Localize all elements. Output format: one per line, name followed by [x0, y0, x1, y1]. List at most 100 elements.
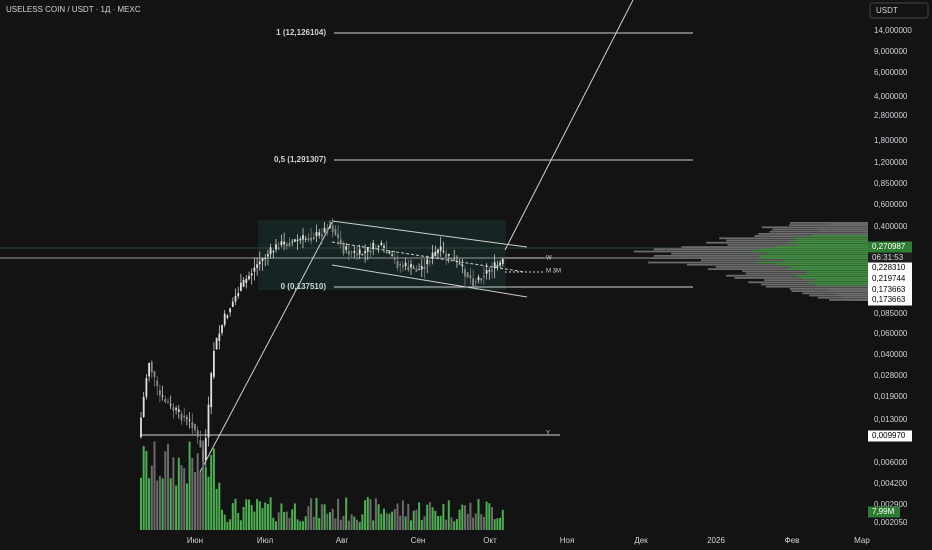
- profile-bar: [806, 272, 868, 275]
- profile-bar: [758, 261, 868, 264]
- candle-body: [483, 275, 485, 278]
- volume-bar: [401, 500, 404, 530]
- volume-bar: [388, 513, 391, 530]
- candle-body: [277, 247, 280, 250]
- profile-bar: [816, 279, 868, 281]
- volume-bar: [140, 477, 142, 530]
- profile-bar: [765, 285, 868, 288]
- price-badge: [868, 262, 912, 274]
- volume-bar: [296, 519, 299, 530]
- profile-bar: [787, 268, 868, 270]
- candle-body: [348, 250, 350, 255]
- candle-body: [415, 268, 418, 272]
- candle-body: [466, 272, 469, 278]
- candle-body: [326, 230, 329, 233]
- trend-line: [504, 0, 634, 251]
- unit-box[interactable]: [869, 2, 929, 19]
- price-badge: [868, 506, 900, 518]
- profile-bar: [760, 248, 868, 251]
- volume-bar: [469, 502, 472, 530]
- price-label: 0,085000: [874, 309, 908, 318]
- candle-body: [199, 440, 202, 448]
- volume-bar: [199, 472, 202, 530]
- volume-bar: [482, 516, 485, 530]
- volume-bar: [423, 516, 426, 530]
- price-label: 0,028000: [874, 371, 908, 380]
- channel-line: [331, 264, 528, 298]
- volume-bar: [415, 509, 418, 530]
- volume-bar: [318, 518, 321, 530]
- profile-bar: [828, 224, 868, 226]
- candle-body: [480, 278, 483, 281]
- price-badge-label: 0,270987: [872, 242, 906, 251]
- candle-body: [285, 243, 288, 247]
- candle-body: [358, 249, 361, 255]
- profile-bar: [808, 281, 868, 284]
- candle-body: [245, 278, 248, 283]
- time-label: Ноя: [560, 536, 575, 545]
- candle-body: [315, 231, 318, 237]
- volume-profile: [633, 222, 868, 301]
- volume-bar: [458, 509, 461, 530]
- candle-body: [501, 258, 504, 264]
- volume-bar: [283, 512, 286, 530]
- candle-body: [339, 239, 342, 244]
- candle-body: [318, 232, 321, 236]
- candle-body: [169, 404, 172, 406]
- volume-bar: [464, 505, 466, 530]
- time-label: Фев: [785, 536, 800, 545]
- candle-body: [488, 270, 491, 272]
- volume-bar: [266, 503, 269, 530]
- volume-bar: [501, 509, 504, 530]
- volume-bar: [180, 465, 183, 530]
- candle-body: [204, 438, 207, 461]
- volume-bar: [337, 498, 340, 530]
- candle-body: [299, 238, 302, 241]
- candle-body: [391, 254, 393, 256]
- profile-bar: [750, 250, 868, 253]
- candle-body: [412, 267, 415, 269]
- volume-bar: [326, 513, 329, 530]
- profile-bar: [648, 261, 868, 264]
- price-badge: [868, 294, 912, 306]
- candle-body: [226, 315, 229, 318]
- volume-bar: [261, 508, 264, 530]
- candle-body: [148, 362, 150, 377]
- volume-bar: [488, 503, 491, 530]
- profile-bar: [764, 279, 868, 281]
- volume-bar: [383, 508, 385, 530]
- candle-body: [145, 378, 148, 397]
- price-label: 0,019000: [874, 392, 908, 401]
- price-label: 1,200000: [874, 158, 908, 167]
- candle-body: [161, 395, 164, 397]
- profile-bar: [838, 294, 868, 297]
- range-box: [258, 220, 506, 290]
- volume-bar: [288, 517, 291, 530]
- volume-bar: [366, 497, 369, 530]
- candle-body: [388, 251, 391, 254]
- volume-bar: [331, 508, 334, 530]
- volume-bar: [183, 468, 186, 530]
- profile-bar: [829, 222, 868, 224]
- volume-bar: [153, 441, 156, 530]
- volume-bar: [428, 502, 431, 530]
- candle-body: [450, 257, 453, 262]
- volume-bar: [210, 455, 213, 530]
- volume-bar: [285, 511, 288, 530]
- candle-body: [399, 263, 402, 266]
- candle-body: [196, 430, 199, 437]
- profile-bar: [814, 226, 868, 229]
- volume-bar: [234, 498, 237, 530]
- volume-bar: [188, 441, 191, 530]
- volume-bar: [393, 509, 396, 530]
- volume-bar: [329, 512, 331, 530]
- volume-bar: [158, 475, 161, 530]
- fib-label: 0,5 (1,291307): [274, 155, 326, 164]
- candle-body: [493, 262, 496, 269]
- candle-body: [188, 419, 191, 421]
- candle-body: [304, 238, 307, 240]
- candle-body: [477, 277, 480, 281]
- candle-body: [291, 241, 294, 243]
- candle-body: [258, 261, 261, 265]
